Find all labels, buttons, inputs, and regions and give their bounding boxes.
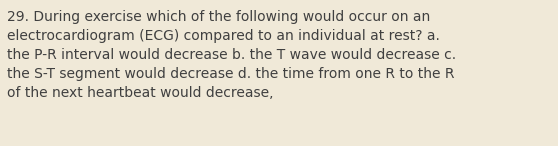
Text: 29. During exercise which of the following would occur on an
electrocardiogram (: 29. During exercise which of the followi… (7, 10, 456, 100)
